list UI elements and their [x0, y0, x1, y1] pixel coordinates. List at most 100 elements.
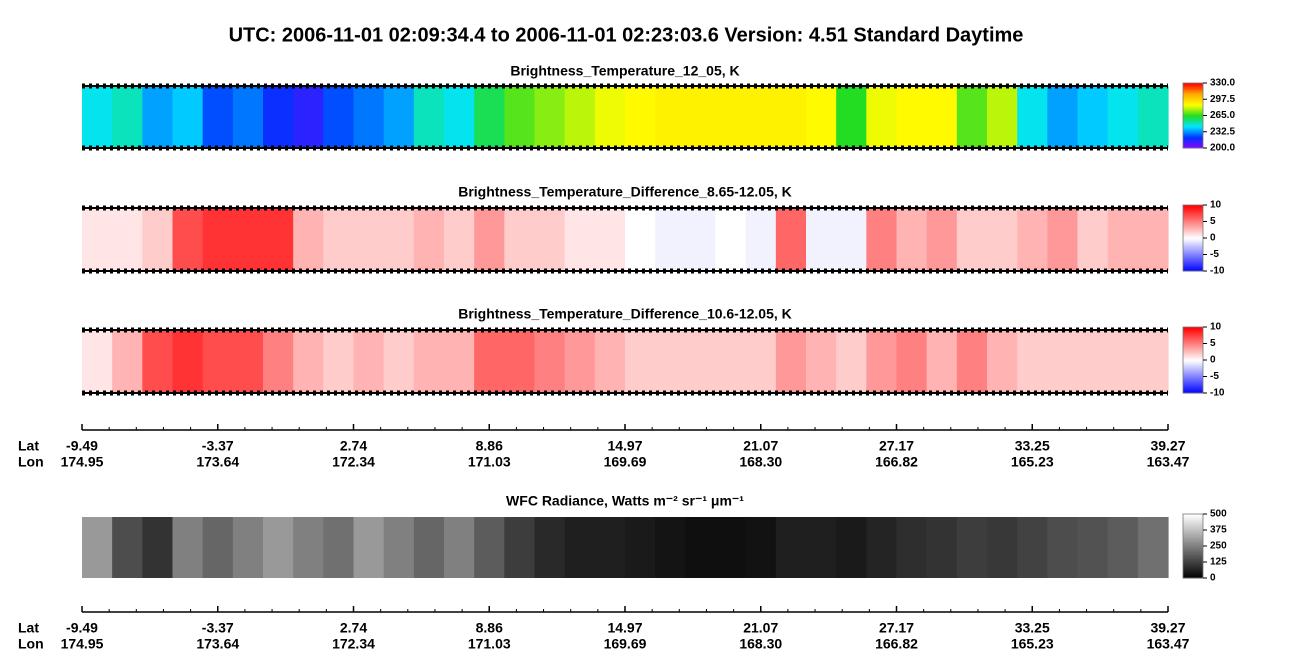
colorbar-segment: [1183, 254, 1203, 257]
colorbar-segment: [1183, 528, 1203, 531]
colorbar-segment: [1183, 564, 1203, 566]
heat-cell: [172, 86, 204, 148]
heat-cell: [625, 208, 656, 271]
lon-tick-label: 166.82: [875, 636, 918, 652]
colorbar-segment: [1183, 332, 1203, 335]
heat-cell: [625, 517, 656, 578]
colorbar-segment: [1183, 125, 1203, 127]
heat-cell: [142, 86, 174, 148]
colorbar-segment: [1183, 535, 1203, 537]
colorbar-segment: [1183, 534, 1203, 536]
colorbar-segment: [1183, 99, 1203, 101]
lon-label: Lon: [18, 636, 44, 652]
colorbar-segment: [1183, 87, 1203, 89]
colorbar-segment: [1183, 206, 1203, 208]
colorbar-segment: [1183, 336, 1203, 339]
heat-cell: [263, 330, 294, 393]
colorbar-segment: [1183, 110, 1203, 112]
heat-cell: [625, 330, 656, 393]
colorbar-segment: [1183, 92, 1203, 95]
colorbar-segment: [1183, 526, 1203, 529]
heat-cell: [956, 208, 988, 271]
colorbar-segment: [1183, 355, 1203, 358]
colorbar-segment: [1183, 378, 1203, 381]
heat-cell: [866, 208, 898, 271]
colorbar-segment: [1183, 127, 1203, 129]
lon-tick-label: 174.95: [61, 454, 104, 470]
heat-cell: [323, 330, 355, 393]
lat-tick-label: 39.27: [1150, 438, 1185, 454]
colorbar-segment: [1183, 93, 1203, 96]
heat-cell: [1137, 208, 1169, 271]
colorbar-segment: [1183, 567, 1203, 569]
heat-cell: [474, 208, 505, 271]
colorbar-segment: [1183, 211, 1203, 214]
colorbar-segment: [1183, 227, 1203, 229]
colorbar-tick-label: 200.0: [1210, 143, 1235, 154]
colorbar-segment: [1183, 236, 1203, 239]
colorbar-segment: [1183, 239, 1203, 241]
heat-cell: [112, 86, 143, 148]
colorbar-segment: [1183, 530, 1203, 532]
colorbar-segment: [1183, 246, 1203, 249]
heat-cell: [655, 517, 686, 578]
heat-cell: [323, 86, 355, 148]
colorbar-segment: [1183, 122, 1203, 124]
heat-cell: [82, 86, 113, 148]
colorbar-segment: [1183, 555, 1203, 558]
heat-cell: [956, 86, 988, 148]
heat-cell: [806, 517, 837, 578]
colorbar-segment: [1183, 343, 1203, 346]
lat-tick-label: 14.97: [607, 438, 642, 454]
colorbar-segment: [1183, 351, 1203, 353]
heat-cell: [715, 208, 747, 271]
colorbar-segment: [1183, 566, 1203, 568]
colorbar-tick-label: 297.5: [1210, 94, 1235, 105]
colorbar-segment: [1183, 537, 1203, 540]
lon-tick-label: 172.34: [332, 636, 375, 652]
heat-cell: [413, 330, 445, 393]
colorbar-tick-label: 232.5: [1210, 126, 1235, 137]
colorbar-segment: [1183, 344, 1203, 347]
lon-tick-label: 174.95: [61, 636, 104, 652]
colorbar-segment: [1183, 352, 1203, 354]
heat-cell: [202, 208, 234, 271]
colorbar-segment: [1183, 91, 1203, 94]
heat-cell: [1107, 330, 1139, 393]
colorbar-segment: [1183, 89, 1203, 92]
panel-title: Brightness_Temperature_Difference_10.6-1…: [458, 306, 792, 322]
colorbar-segment: [1183, 124, 1203, 126]
lon-tick-label: 163.47: [1147, 636, 1190, 652]
heat-cell: [594, 86, 626, 148]
colorbar-segment: [1183, 217, 1203, 219]
colorbar-segment: [1183, 523, 1203, 526]
colorbar-segment: [1183, 570, 1203, 573]
colorbar-segment: [1183, 249, 1203, 251]
lat-tick-label: 21.07: [743, 620, 778, 636]
colorbar-segment: [1183, 356, 1203, 359]
heat-cell: [353, 517, 385, 578]
heat-cell: [926, 208, 958, 271]
heat-cell: [836, 330, 867, 393]
colorbar-segment: [1183, 218, 1203, 220]
colorbar-segment: [1183, 112, 1203, 114]
colorbar-segment: [1183, 383, 1203, 385]
colorbar-segment: [1183, 260, 1203, 262]
heat-cell: [353, 86, 385, 148]
colorbar-segment: [1183, 553, 1203, 556]
heat-cell: [172, 208, 204, 271]
heat-cell: [232, 208, 264, 271]
heat-cell: [1077, 86, 1109, 148]
heat-cell: [1137, 330, 1169, 393]
colorbar-segment: [1183, 522, 1203, 525]
heat-cell: [625, 86, 656, 148]
colorbar-segment: [1183, 519, 1203, 521]
figure-title: UTC: 2006-11-01 02:09:34.4 to 2006-11-01…: [229, 24, 1024, 46]
heat-cell: [1047, 517, 1079, 578]
colorbar-segment: [1183, 228, 1203, 230]
heat-cell: [353, 208, 385, 271]
heat-cell: [896, 86, 928, 148]
colorbar-segment: [1183, 267, 1203, 270]
heat-cell: [112, 208, 143, 271]
